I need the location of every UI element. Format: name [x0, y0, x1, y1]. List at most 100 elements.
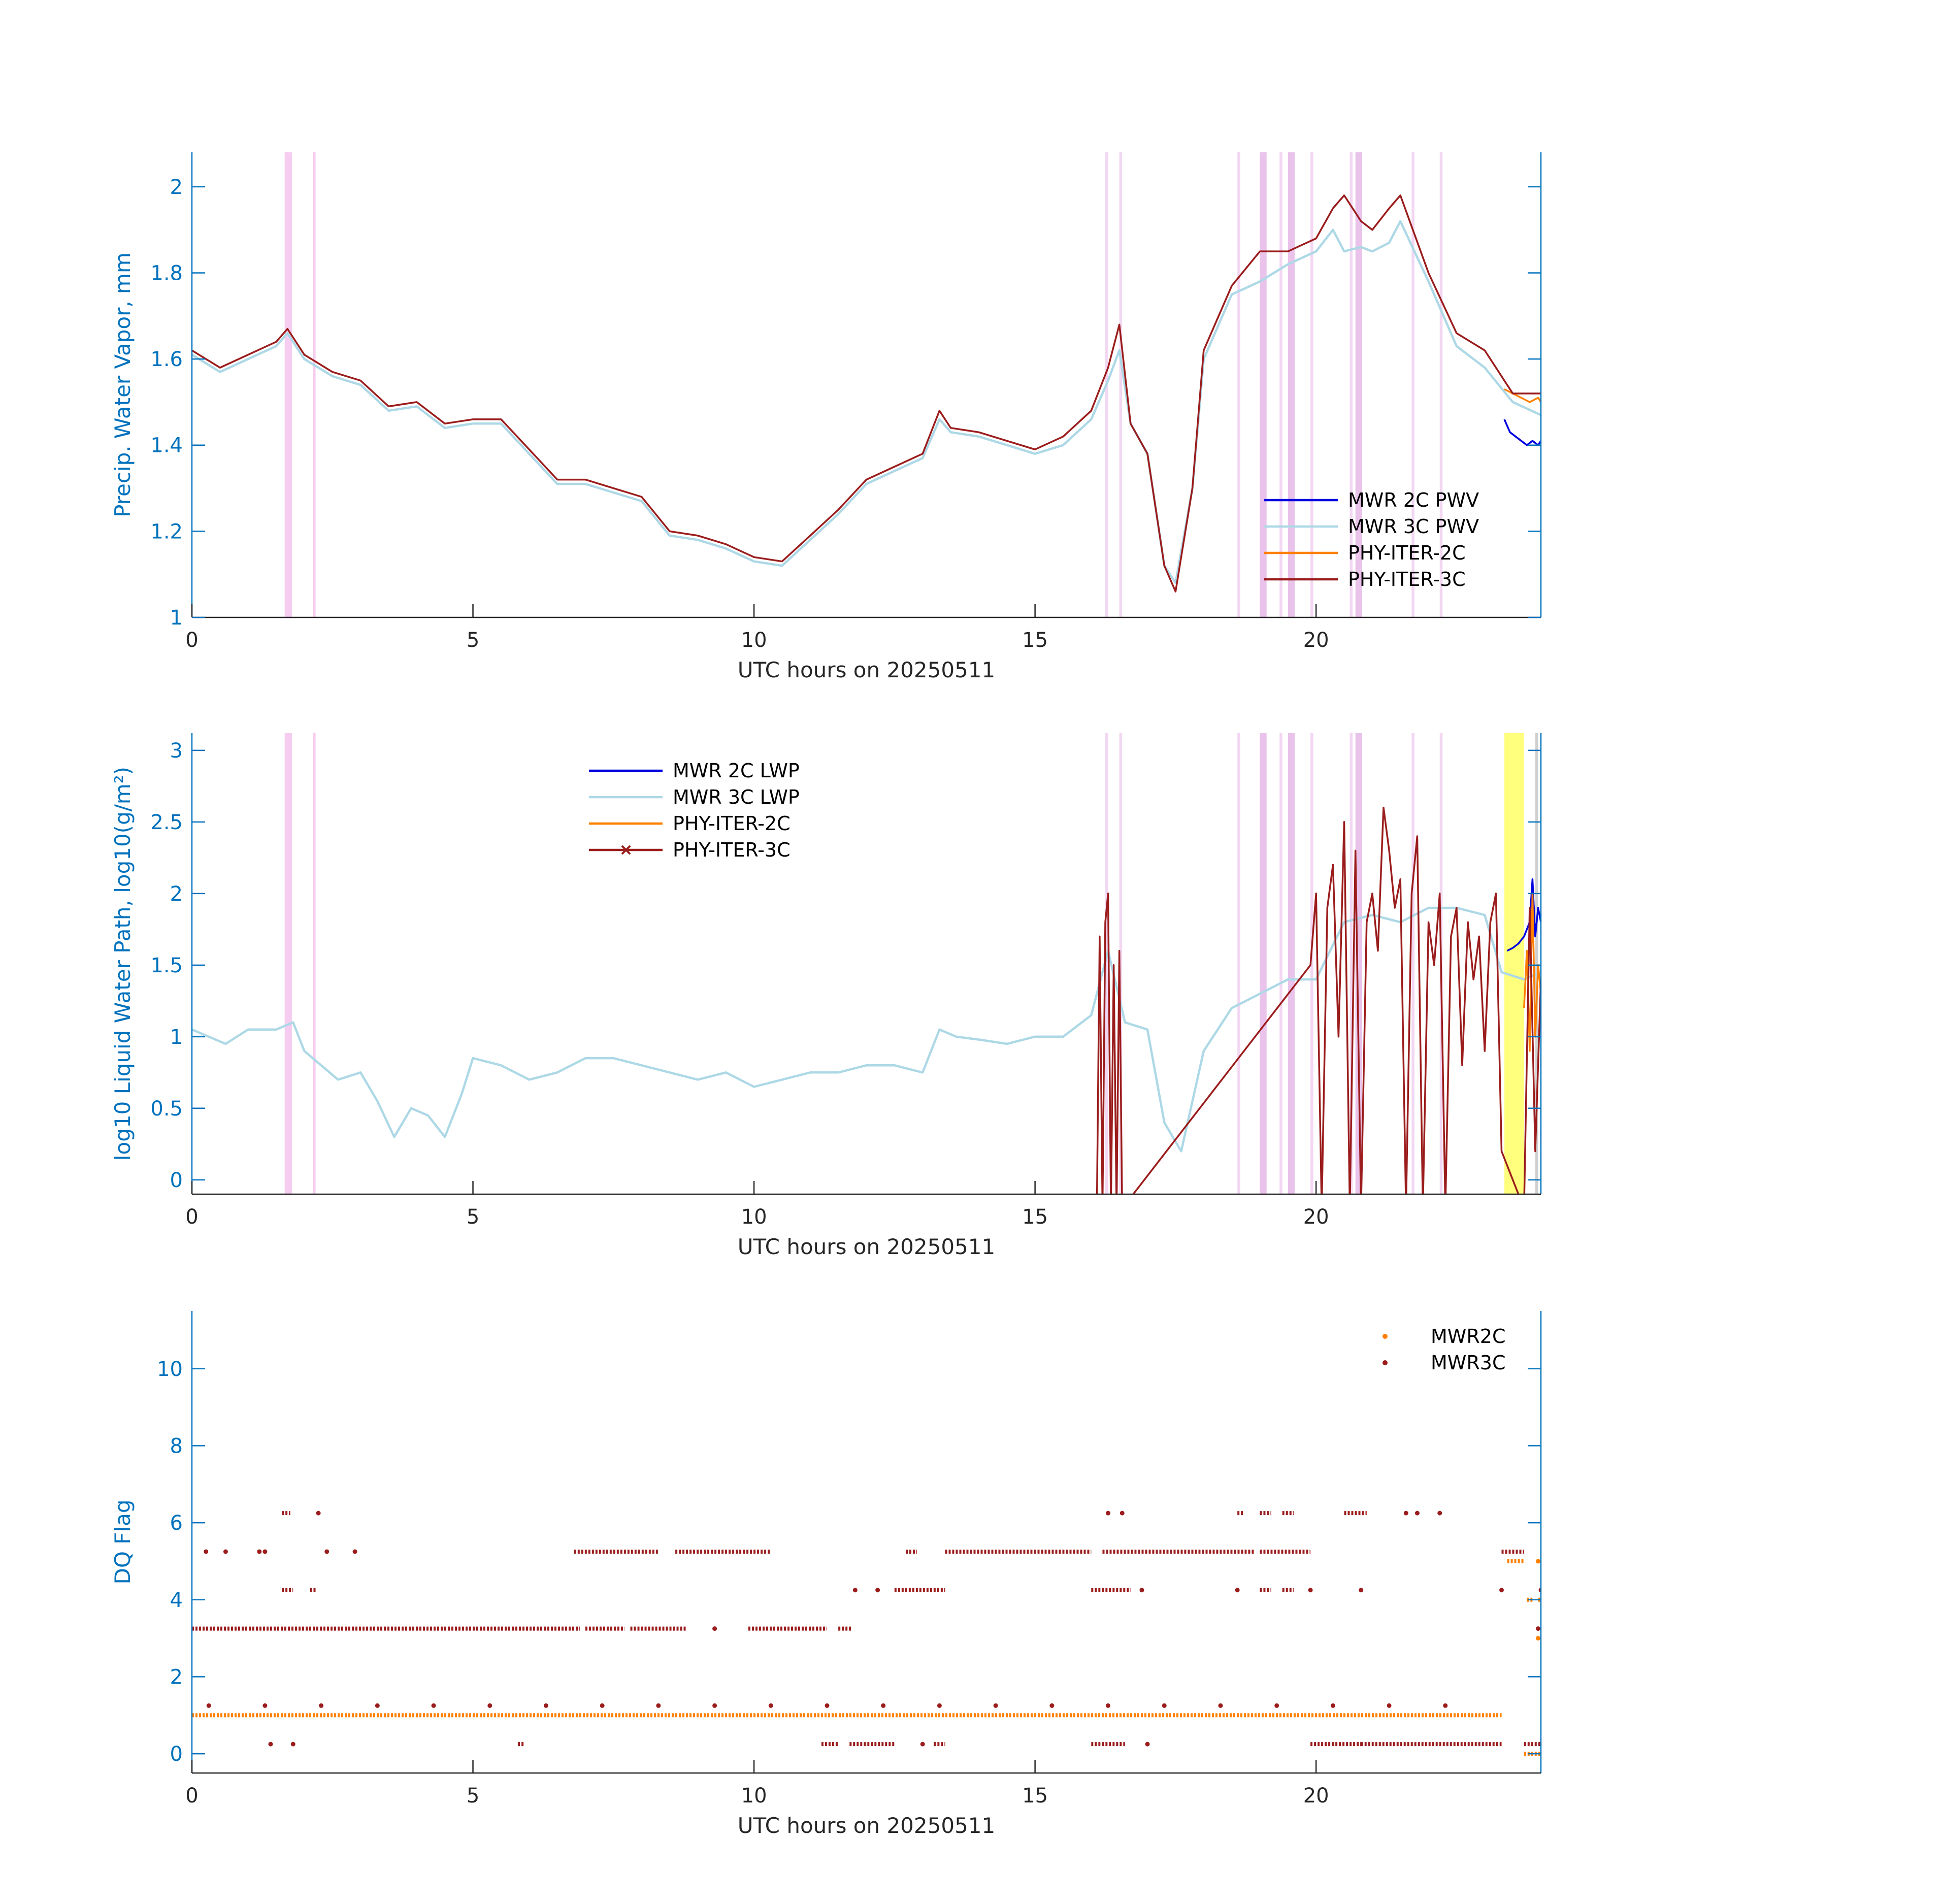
y-tick-label: 1.2	[150, 520, 183, 543]
y-tick-label: 4	[170, 1589, 183, 1612]
flag-point-mwr3c-44	[1218, 1703, 1223, 1708]
x-axis-label: UTC hours on 20250511	[738, 658, 996, 682]
shaded-interval-8	[1310, 733, 1313, 1194]
legend-entry: MWR 3C LWP	[673, 786, 800, 808]
legend-entry: MWR 2C PWV	[1348, 489, 1479, 511]
y-tick-label: 8	[170, 1434, 183, 1458]
legend-entry: MWR2C	[1431, 1325, 1505, 1348]
flag-point-mwr3c-13	[875, 1588, 880, 1593]
legend-marker	[1383, 1334, 1388, 1339]
flag-point-mwr3c-4	[324, 1549, 330, 1554]
x-axis-label: UTC hours on 20250511	[738, 1813, 996, 1838]
flag-point-mwr3c-6	[316, 1511, 321, 1516]
flag-point-mwr3c-22	[268, 1742, 273, 1747]
flag-point-mwr2c-0	[1535, 1636, 1540, 1641]
x-tick-label: 5	[467, 1784, 479, 1808]
x-tick-label: 0	[185, 1784, 198, 1808]
flag-point-mwr3c-5	[352, 1549, 357, 1554]
legend: MWR 2C LWP MWR 3C LWP PHY-ITER-2C PHY-ITER-…	[589, 760, 800, 861]
shaded-interval-7	[1288, 152, 1295, 617]
flag-point-mwr3c-17	[1359, 1588, 1364, 1593]
x-tick-label: 15	[1022, 1784, 1048, 1808]
flag-point-mwr3c-28	[319, 1703, 324, 1708]
y-tick-label: 2	[170, 1665, 183, 1689]
plot-area	[192, 1511, 1541, 1756]
flag-point-mwr3c-0	[204, 1549, 209, 1554]
legend: MWR 2C PWV MWR 3C PWV PHY-ITER-2C PHY-ITER-…	[1264, 489, 1479, 590]
flag-point-mwr3c-15	[1235, 1588, 1240, 1593]
flag-point-mwr3c-21	[1535, 1626, 1540, 1631]
flag-point-mwr3c-47	[1387, 1703, 1392, 1708]
flag-point-mwr3c-12	[852, 1588, 858, 1593]
shaded-interval-11	[1411, 152, 1414, 617]
flag-point-mwr3c-36	[768, 1703, 773, 1708]
shaded-interval-3	[1119, 733, 1123, 1194]
flag-point-mwr3c-29	[375, 1703, 380, 1708]
flag-point-mwr3c-48	[1443, 1703, 1448, 1708]
shaded-interval-11	[1411, 733, 1414, 1194]
flag-point-mwr3c-27	[262, 1703, 268, 1708]
x-tick-label: 5	[467, 629, 479, 652]
flag-point-mwr3c-24	[920, 1742, 925, 1747]
flag-point-mwr3c-30	[431, 1703, 436, 1708]
legend-entry: PHY-ITER-3C	[673, 839, 791, 861]
y-tick-label: 1.5	[150, 954, 183, 977]
x-tick-label: 10	[741, 1205, 767, 1229]
shaded-interval-5	[1260, 152, 1267, 617]
flag-point-mwr3c-34	[656, 1703, 661, 1708]
x-tick-label: 10	[741, 1784, 767, 1808]
flag-point-mwr2c-1	[1535, 1559, 1540, 1564]
y-tick-label: 0	[170, 1169, 183, 1192]
flag-point-mwr3c-2	[257, 1549, 262, 1554]
flag-point-mwr3c-43	[1162, 1703, 1167, 1708]
flag-point-mwr3c-11	[1437, 1511, 1442, 1516]
flag-point-mwr3c-41	[1049, 1703, 1055, 1708]
shaded-interval-0	[284, 733, 292, 1194]
shaded-interval-6	[1279, 152, 1282, 617]
flag-point-mwr3c-18	[1499, 1588, 1504, 1593]
shaded-interval-9	[1349, 152, 1353, 617]
plot-area	[192, 733, 1541, 1194]
shaded-interval-8	[1310, 152, 1313, 617]
legend-entry: MWR3C	[1431, 1352, 1505, 1374]
x-tick-label: 10	[741, 629, 767, 652]
flag-point-mwr3c-7	[1106, 1511, 1111, 1516]
y-tick-label: 1.6	[150, 348, 183, 371]
x-tick-label: 20	[1303, 1205, 1329, 1229]
shaded-interval-1	[313, 733, 316, 1194]
y-tick-label: 1.8	[150, 261, 183, 285]
y-tick-label: 1	[170, 606, 183, 630]
flag-point-mwr3c-19	[712, 1626, 717, 1631]
x-tick-label: 5	[467, 1205, 479, 1229]
shaded-interval-4	[1237, 152, 1240, 617]
flag-point-mwr3c-16	[1308, 1588, 1313, 1593]
y-tick-label: 6	[170, 1512, 183, 1535]
flag-point-mwr3c-38	[881, 1703, 886, 1708]
flag-point-mwr3c-10	[1414, 1511, 1420, 1516]
flag-point-mwr3c-23	[290, 1742, 295, 1747]
flag-point-mwr3c-35	[712, 1703, 717, 1708]
shaded-interval-6	[1279, 733, 1282, 1194]
x-tick-label: 15	[1022, 629, 1048, 652]
x-tick-label: 20	[1303, 629, 1329, 652]
shaded-interval-10	[1355, 152, 1362, 617]
x-tick-label: 0	[185, 629, 198, 652]
y-axis-label: Precip. Water Vapor, mm	[110, 252, 135, 517]
series-line-phy-iter-3c	[1096, 806, 1541, 1194]
shaded-interval-5	[1260, 733, 1267, 1194]
y-axis-label: DQ Flag	[110, 1500, 135, 1585]
y-tick-label: 1	[170, 1026, 183, 1049]
flag-point-mwr3c-39	[937, 1703, 942, 1708]
legend-marker	[621, 845, 631, 855]
y-tick-label: 10	[157, 1358, 183, 1381]
dq-flag-chart: 0 2 4 6 8 10 0 5 10 15 20 UTC hours on 20250511 DQ F…	[110, 1311, 1542, 1838]
legend-entry: PHY-ITER-3C	[1348, 568, 1466, 590]
flag-point-mwr3c-25	[1145, 1742, 1150, 1747]
flag-point-mwr3c-46	[1330, 1703, 1335, 1708]
flag-point-mwr3c-14	[1139, 1588, 1144, 1593]
legend-entry: PHY-ITER-2C	[673, 812, 791, 835]
shaded-interval-2	[1105, 733, 1108, 1194]
legend: MWR2C MWR3C	[1383, 1325, 1505, 1374]
flag-point-mwr3c-37	[825, 1703, 830, 1708]
